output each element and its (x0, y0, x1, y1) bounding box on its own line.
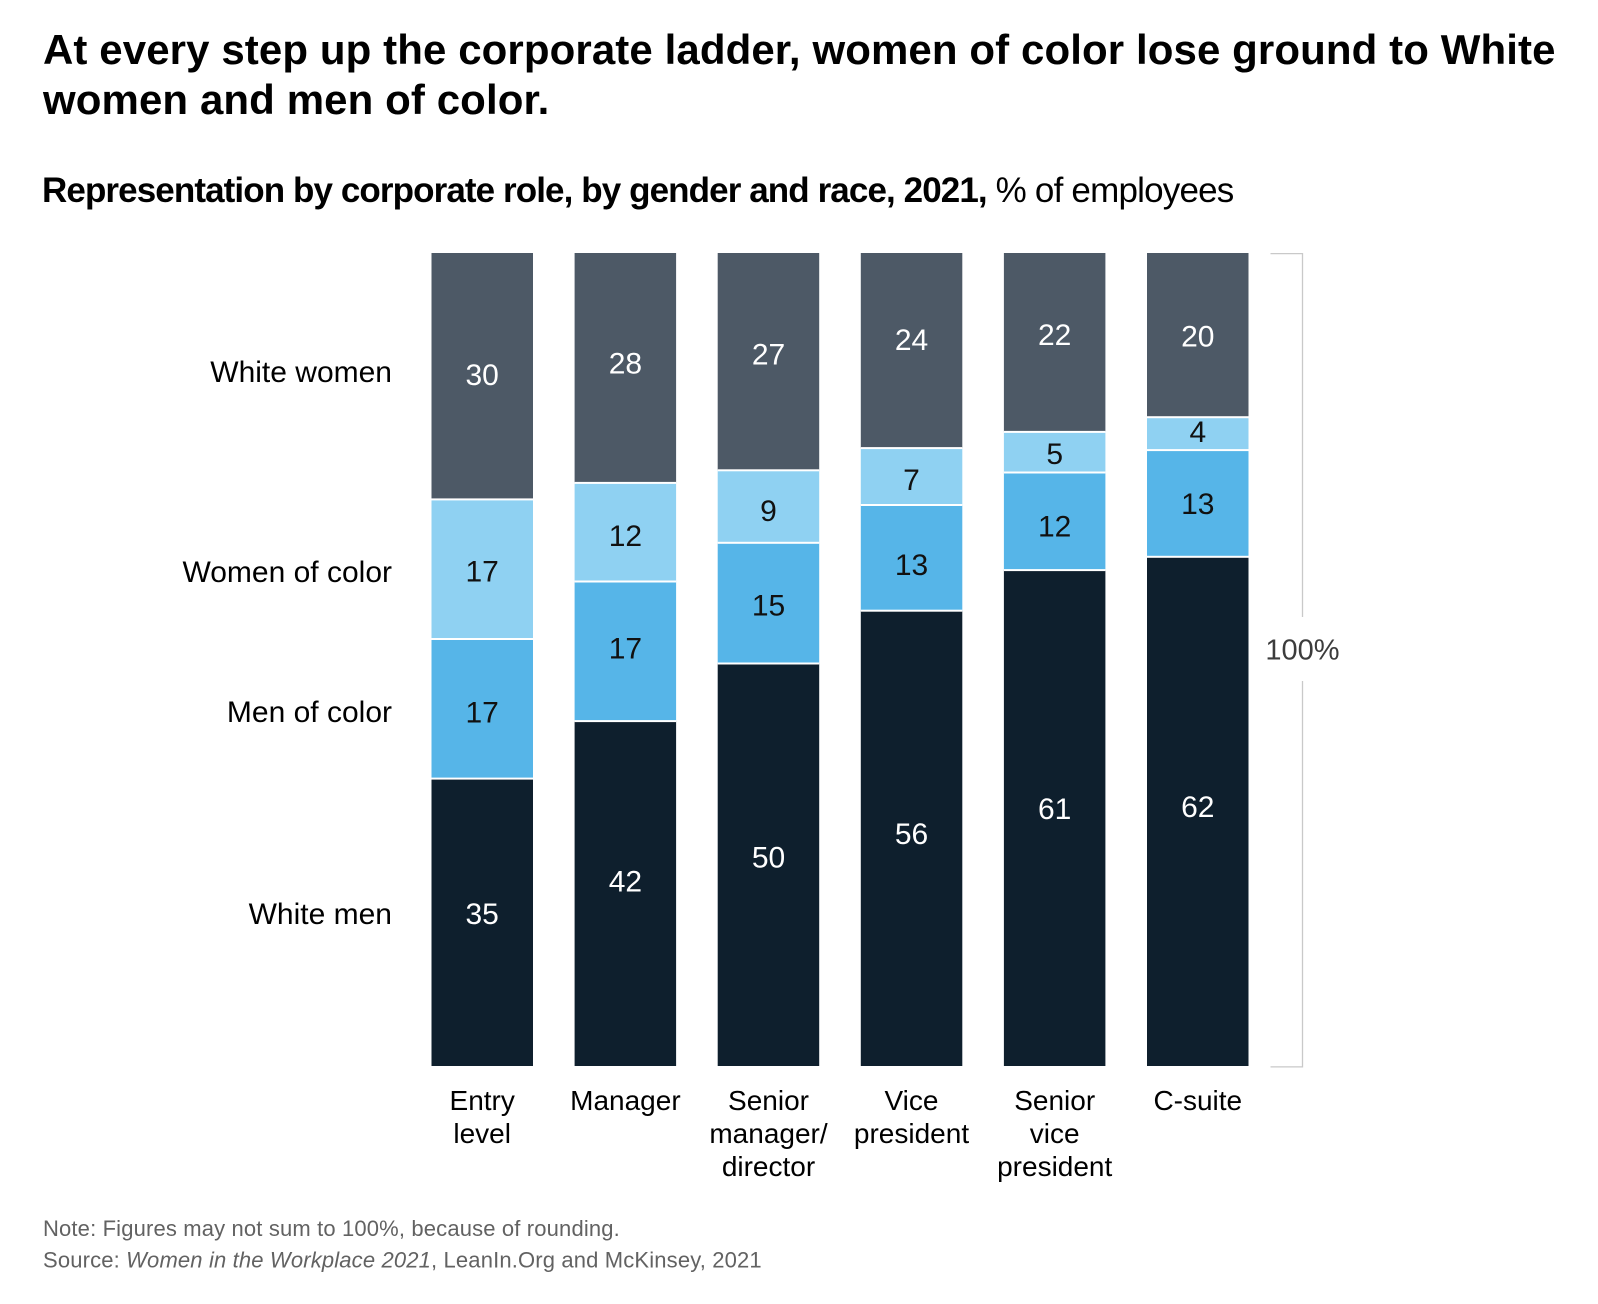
svg-text:manager/: manager/ (709, 1118, 828, 1149)
svg-text:White men: White men (249, 898, 392, 931)
svg-text:Senior: Senior (728, 1085, 809, 1116)
svg-text:At every step up the corporate: At every step up the corporate ladder, w… (43, 26, 1556, 73)
svg-text:50: 50 (752, 841, 785, 874)
svg-text:12: 12 (1038, 511, 1071, 544)
svg-text:7: 7 (903, 464, 920, 497)
svg-text:27: 27 (752, 339, 785, 372)
svg-text:4: 4 (1189, 416, 1206, 449)
svg-text:level: level (453, 1118, 511, 1149)
svg-text:Manager: Manager (570, 1085, 681, 1116)
svg-text:17: 17 (609, 632, 642, 665)
svg-text:24: 24 (895, 324, 928, 357)
svg-text:61: 61 (1038, 793, 1071, 826)
svg-text:C-suite: C-suite (1153, 1085, 1242, 1116)
svg-text:17: 17 (466, 697, 499, 730)
svg-text:28: 28 (609, 348, 642, 381)
svg-text:30: 30 (466, 359, 499, 392)
svg-text:5: 5 (1046, 438, 1063, 471)
svg-text:vice: vice (1030, 1118, 1080, 1149)
svg-text:13: 13 (1181, 488, 1214, 521)
svg-text:62: 62 (1181, 791, 1214, 824)
svg-text:president: president (997, 1151, 1112, 1182)
svg-text:women and men of color.: women and men of color. (42, 76, 549, 123)
svg-text:Source: Women in the Workplace: Source: Women in the Workplace 2021, Lea… (43, 1248, 762, 1273)
svg-text:White women: White women (210, 356, 392, 389)
svg-text:president: president (854, 1118, 969, 1149)
svg-text:17: 17 (466, 555, 499, 588)
svg-text:Representation by corporate ro: Representation by corporate role, by gen… (42, 171, 1234, 210)
svg-text:Entry: Entry (450, 1085, 515, 1116)
svg-text:9: 9 (760, 495, 777, 528)
svg-text:12: 12 (609, 520, 642, 553)
svg-text:13: 13 (895, 549, 928, 582)
svg-text:35: 35 (466, 898, 499, 931)
svg-text:Men of color: Men of color (227, 696, 392, 729)
svg-text:Women of color: Women of color (182, 556, 392, 589)
svg-text:15: 15 (752, 590, 785, 623)
svg-text:20: 20 (1181, 320, 1214, 353)
svg-text:director: director (722, 1151, 815, 1182)
svg-text:56: 56 (895, 818, 928, 851)
svg-text:Senior: Senior (1014, 1085, 1095, 1116)
svg-text:100%: 100% (1265, 635, 1339, 667)
svg-text:22: 22 (1038, 319, 1071, 352)
svg-text:42: 42 (609, 866, 642, 899)
svg-text:Note: Figures may not sum to 1: Note: Figures may not sum to 100%, becau… (43, 1216, 620, 1241)
svg-text:Vice: Vice (885, 1085, 939, 1116)
